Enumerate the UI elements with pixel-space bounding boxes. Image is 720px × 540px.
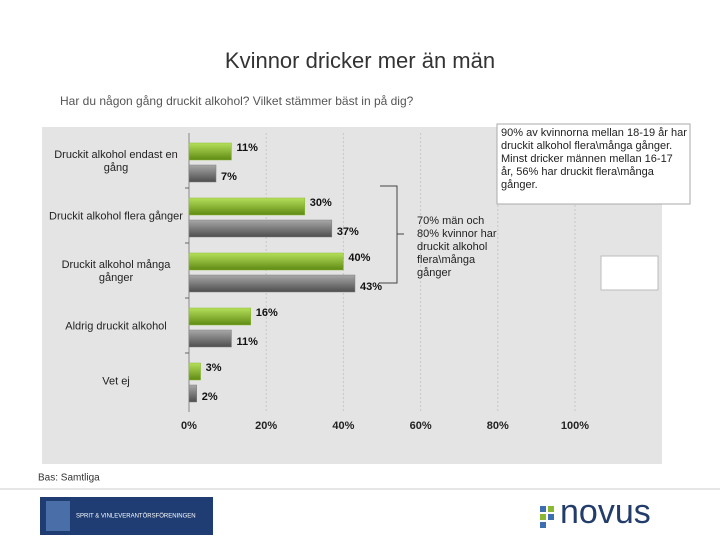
x-tick-label: 60% [410,420,432,432]
bar [188,384,197,403]
category-label: Aldrig druckit alkohol [65,320,167,333]
bar [188,142,232,161]
bar [188,274,356,293]
legend-box [600,255,659,291]
value-label: 2% [202,391,218,403]
value-label: 16% [256,307,278,319]
bracket-note: 70% män och 80% kvinnor har druckit alko… [417,215,497,279]
logo-right: novus [560,493,651,531]
footer-base: Bas: Samtliga [38,473,100,484]
logo-emblem [46,501,70,531]
value-label: 37% [337,226,359,238]
bar [188,329,232,348]
category-label: Druckit alkohol flera gånger [49,210,183,223]
bar [188,219,333,238]
bar [188,362,201,381]
x-tick-label: 100% [561,420,589,432]
bar [188,164,217,183]
bar [188,307,252,326]
category-label: Vet ej [102,375,130,388]
value-label: 11% [236,142,258,154]
bar [188,197,306,216]
subtitle: Har du någon gång druckit alkohol? Vilke… [60,94,414,108]
category-label: Druckit alkohol endast en gång [54,149,178,174]
value-label: 7% [221,171,237,183]
value-label: 3% [206,362,222,374]
slide-title: Kvinnor dricker mer än män [225,48,495,73]
value-label: 40% [348,252,370,264]
value-label: 43% [360,281,382,293]
logo-left-text: SPRIT & VINLEVERANTÖRSFÖRENINGEN [76,513,196,520]
callout-box [496,123,691,205]
x-tick-label: 40% [332,420,354,432]
value-label: 11% [236,336,258,348]
category-label: Druckit alkohol många gånger [61,259,171,284]
x-tick-label: 0% [181,420,197,432]
novus-dots [540,506,554,528]
bar [188,252,344,271]
value-label: 30% [310,197,332,209]
bracket [380,185,404,284]
x-tick-label: 20% [255,420,277,432]
x-tick-label: 80% [487,420,509,432]
callout-text: 90% av kvinnorna mellan 18-19 år har dru… [501,127,687,191]
